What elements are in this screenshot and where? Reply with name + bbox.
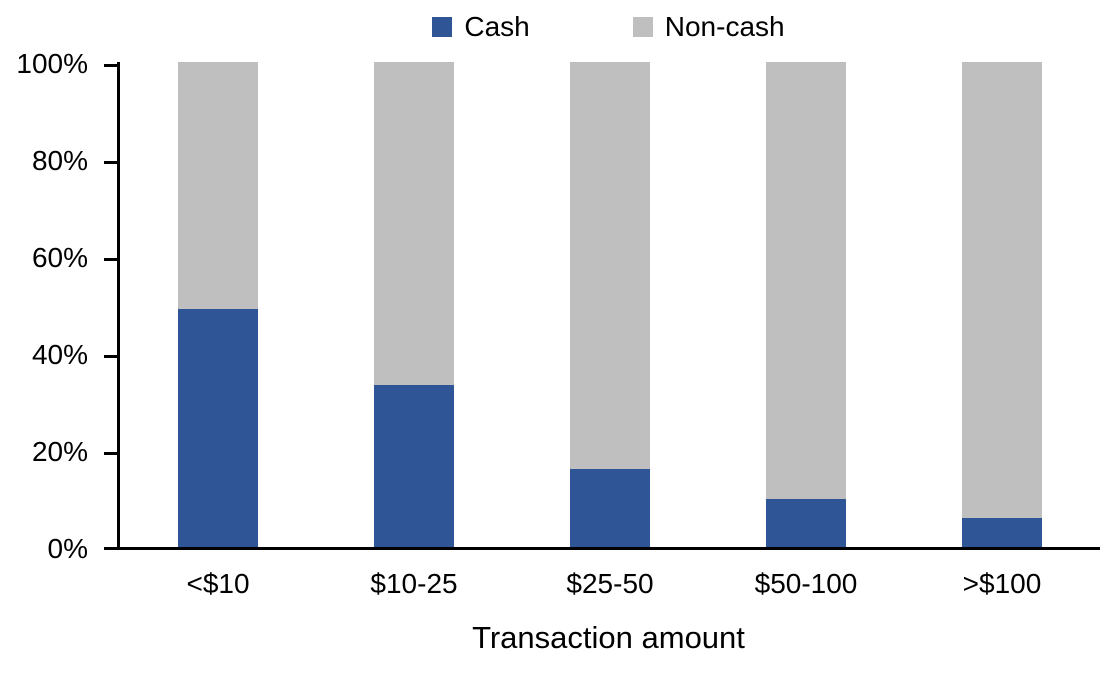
cash-legend-label: Cash — [464, 11, 530, 42]
legend-item-cash: Cash — [432, 11, 530, 43]
y-axis: 0% 20% 40% 60% 80% 100% — [0, 48, 117, 564]
stacked-bar — [374, 62, 454, 547]
bars-container: <$10 $10-25 $25-50 $50-100 >$100 — [120, 62, 1100, 599]
y-tick-mark — [104, 451, 117, 455]
x-tick-label-0: <$10 — [186, 568, 250, 599]
cash-segment — [374, 384, 454, 547]
bar-group-2: $25-50 — [512, 62, 708, 599]
cash-segment — [178, 309, 258, 547]
stacked-bar — [570, 62, 650, 547]
legend: Cash Non-cash — [117, 11, 1100, 43]
y-tick-mark — [104, 160, 117, 164]
x-axis-title: Transaction amount — [472, 620, 745, 655]
cash-segment — [570, 469, 650, 547]
non-cash-swatch-icon — [632, 17, 653, 38]
y-tick-label-80: 80% — [31, 144, 88, 176]
y-tick-mark — [104, 63, 117, 67]
non-cash-segment — [766, 62, 846, 499]
stacked-bar — [766, 62, 846, 547]
legend-item-non-cash: Non-cash — [632, 11, 785, 43]
y-tick-label-100: 100% — [16, 47, 88, 79]
x-tick-label-2: $25-50 — [566, 568, 654, 599]
plot-area: <$10 $10-25 $25-50 $50-100 >$100 — [117, 62, 1100, 599]
x-tick-label-1: $10-25 — [370, 568, 458, 599]
x-tick-label-3: $50-100 — [754, 568, 858, 599]
non-cash-segment — [178, 62, 258, 310]
cash-segment — [962, 517, 1042, 547]
non-cash-segment — [374, 62, 454, 385]
bar-group-3: $50-100 — [708, 62, 904, 599]
y-tick-mark — [104, 547, 117, 550]
bar-group-4: >$100 — [904, 62, 1100, 599]
y-tick-label-40: 40% — [31, 338, 88, 370]
y-tick-mark — [104, 257, 117, 261]
y-tick-label-20: 20% — [31, 435, 88, 467]
x-tick-label-4: >$100 — [962, 568, 1042, 599]
bar-group-1: $10-25 — [316, 62, 512, 599]
stacked-bar — [962, 62, 1042, 547]
cash-segment — [766, 498, 846, 547]
non-cash-segment — [962, 62, 1042, 518]
bar-group-0: <$10 — [120, 62, 316, 599]
y-tick-label-60: 60% — [31, 241, 88, 273]
y-tick-label-0: 0% — [47, 532, 88, 564]
cash-swatch-icon — [432, 17, 453, 38]
non-cash-segment — [570, 62, 650, 470]
non-cash-legend-label: Non-cash — [664, 11, 785, 42]
y-tick-mark — [104, 354, 117, 358]
stacked-bar — [178, 62, 258, 547]
